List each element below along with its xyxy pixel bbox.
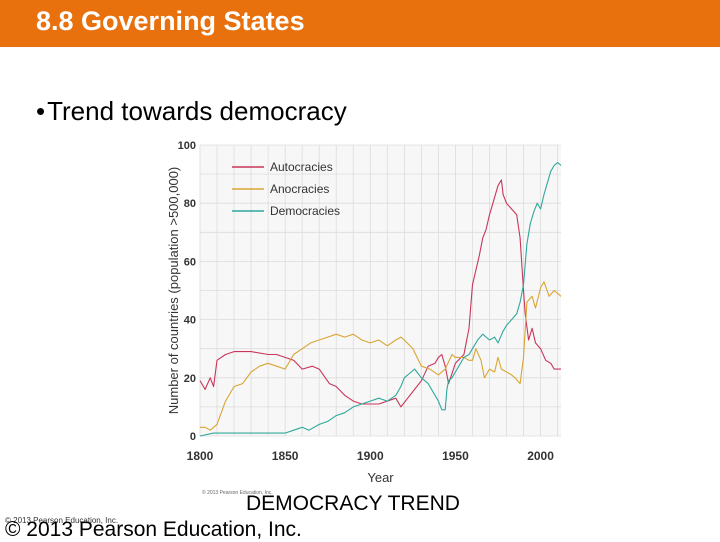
copyright-small: © 2013 Pearson Education, Inc. [5,516,119,525]
x-tick-label: 1800 [187,449,214,463]
x-tick-label: 2000 [527,449,554,463]
y-tick-label: 20 [184,373,196,385]
copyright-footer: © 2013 Pearson Education, Inc. [5,518,302,541]
chart-caption: DEMOCRACY TREND [246,492,460,515]
y-axis-label: Number of countries (population >500,000… [166,167,181,415]
x-tick-label: 1900 [357,449,384,463]
x-tick-label: 1850 [272,449,299,463]
legend-label: Democracies [270,204,340,218]
bullet-dot: • [36,96,46,126]
series-line-democracies [199,161,562,437]
legend-label: Autocracies [270,160,333,174]
y-tick-label: 0 [190,431,196,443]
y-tick-label: 60 [184,256,196,268]
x-axis-label: Year [367,470,394,485]
series-line-anocracies [200,281,562,431]
y-tick-label: 100 [178,140,196,152]
legend-label: Anocracies [270,182,329,196]
slide-title: 8.8 Governing States [36,6,305,36]
plot-area: 0 20 40 60 80 100 1800 1850 1900 1950 2000 Year Numb… [166,140,562,495]
title-bar: 8.8 Governing States [0,0,720,47]
bullet-point: •Trend towards democracy [36,96,347,127]
x-tick-label: 1950 [442,449,469,463]
chart-credit: © 2013 Pearson Education, Inc. [202,489,273,495]
series-line-autocracies [199,179,561,408]
y-tick-label: 40 [184,315,196,327]
y-tick-label: 80 [184,198,196,210]
bullet-text: Trend towards democracy [47,96,347,126]
democracy-trend-chart: 0 20 40 60 80 100 1800 1850 1900 1950 2000 Year Numb… [166,140,562,495]
